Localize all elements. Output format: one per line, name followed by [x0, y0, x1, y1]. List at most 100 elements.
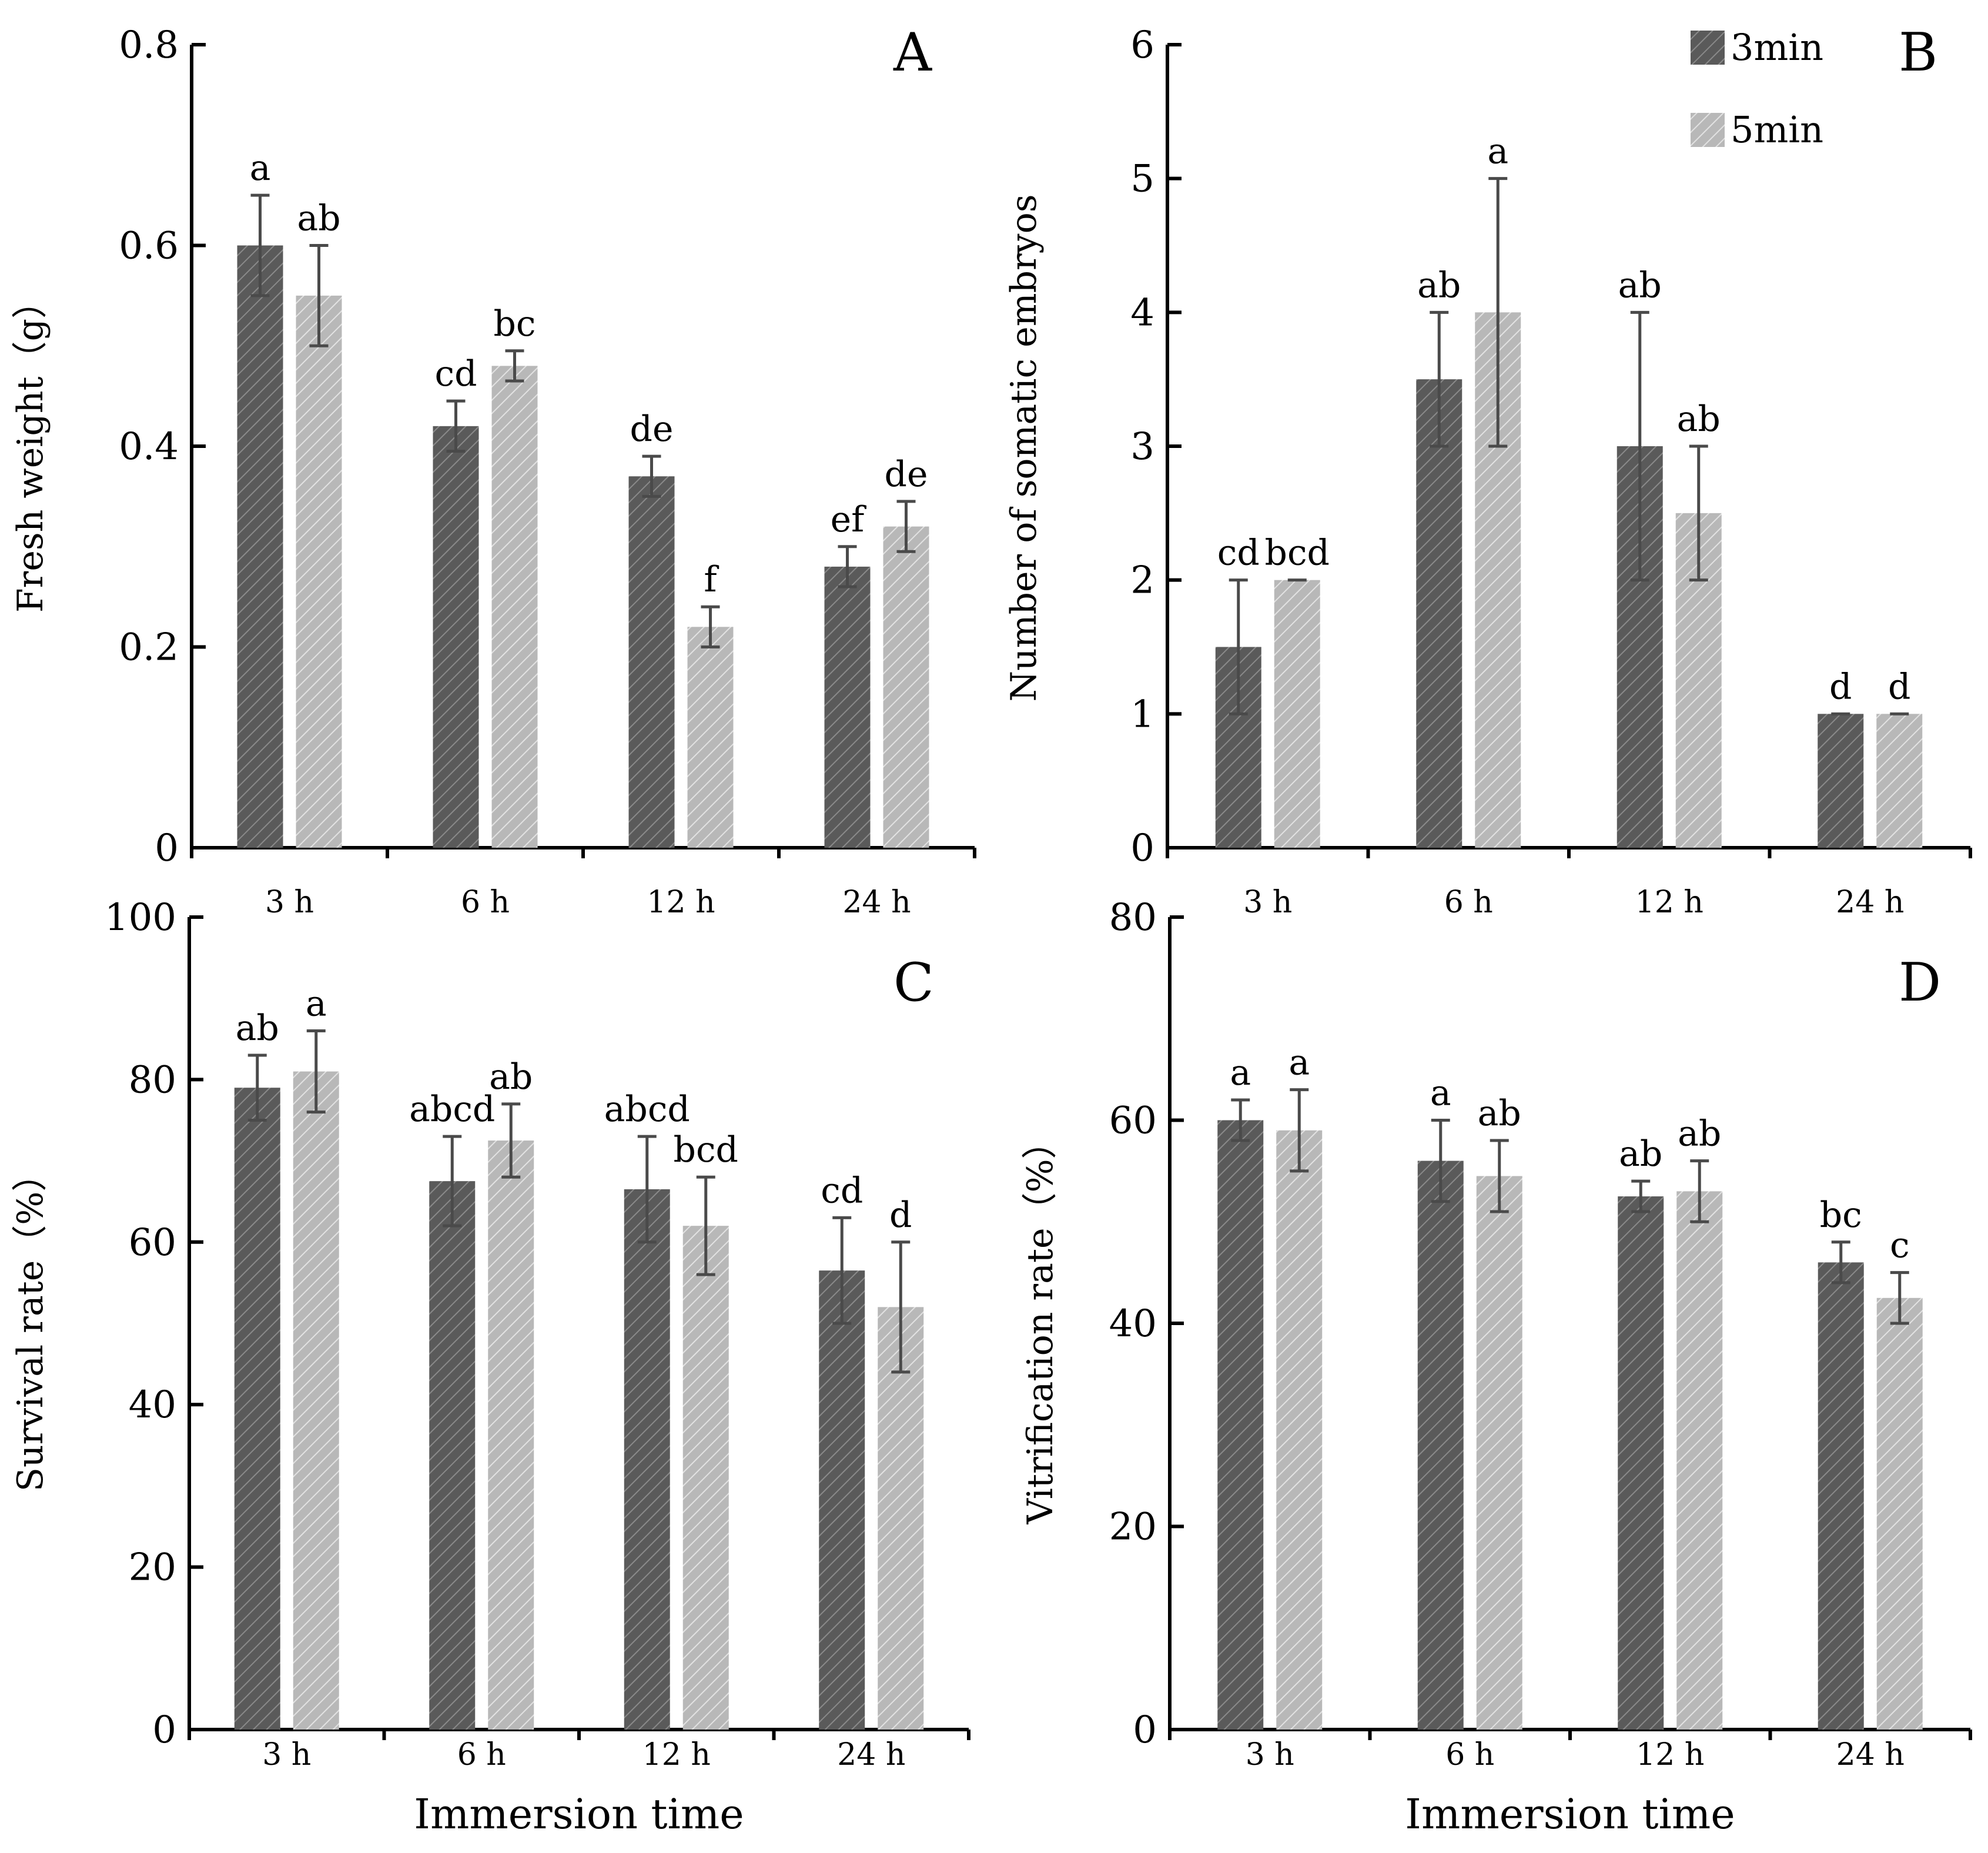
y-tick-label: 80 [1109, 896, 1157, 939]
x-tick-label: 24 h [842, 885, 911, 920]
bar-5min-1 [1274, 580, 1320, 848]
significance-letter: bc [493, 303, 536, 344]
significance-letter: d [889, 1195, 912, 1236]
bar-3min-2 [429, 1181, 476, 1730]
y-axis-label: Number of somatic embryos [1003, 195, 1045, 702]
significance-letter: a [1487, 131, 1508, 172]
significance-letter: ab [1618, 265, 1662, 306]
x-tick-label: 6 h [1444, 885, 1493, 920]
significance-letter: d [1888, 666, 1910, 707]
y-tick-label: 0.4 [119, 425, 179, 469]
bar-5min-1 [293, 1071, 339, 1730]
significance-letter: ab [1417, 265, 1461, 306]
bar-5min-4 [878, 1307, 924, 1730]
significance-letter: bcd [1265, 533, 1330, 574]
bar-5min-2 [488, 1140, 534, 1730]
significance-letter: de [630, 409, 674, 450]
significance-letter: cd [1217, 533, 1260, 574]
y-tick-label: 0.2 [119, 626, 179, 670]
bar-5min-4 [1876, 714, 1923, 848]
bar-5min-4 [1876, 1297, 1923, 1730]
y-tick-label: 60 [1109, 1099, 1157, 1143]
panel-b: 0 1 2 3 4 5 6 3 h 6 h 12 h 24 h cd ab ab d bcd a ab d B Numb… [1003, 22, 1972, 920]
x-tick-label: 3 h [265, 885, 314, 920]
x-tick-label: 6 h [457, 1737, 506, 1772]
y-tick-label: 20 [129, 1546, 176, 1590]
significance-letter: a [1288, 1042, 1310, 1083]
significance-letter: ab [1478, 1093, 1521, 1134]
legend-swatch-5min [1691, 113, 1725, 147]
y-axis-label: Survival rate（%） [10, 1156, 51, 1492]
x-tick-label: 3 h [1246, 1737, 1294, 1772]
significance-letter: cd [434, 353, 477, 394]
x-axis-label: Immersion time [1405, 1790, 1735, 1838]
x-tick-label: 3 h [1243, 885, 1292, 920]
y-tick-label: 1 [1130, 693, 1154, 736]
x-tick-label: 24 h [1836, 885, 1904, 920]
significance-letter: abcd [409, 1089, 495, 1130]
y-tick-label: 6 [1130, 24, 1154, 67]
y-tick-label: 60 [129, 1221, 176, 1265]
y-tick-label: 40 [1109, 1302, 1157, 1346]
x-tick-label: 12 h [1635, 885, 1703, 920]
significance-letter: c [1890, 1225, 1910, 1266]
x-axis-label: Immersion time [414, 1790, 744, 1838]
bar-3min-1 [237, 245, 283, 848]
bar-3min-4 [1818, 714, 1864, 848]
bar-5min-3 [1676, 1191, 1723, 1730]
significance-letter: a [1230, 1052, 1251, 1093]
x-tick-label: 12 h [647, 885, 715, 920]
bar-5min-3 [682, 1226, 729, 1730]
y-tick-label: 4 [1130, 291, 1154, 335]
significance-letter: a [306, 983, 327, 1024]
significance-letter: cd [821, 1170, 863, 1211]
bar-3min-3 [1618, 1196, 1664, 1730]
significance-letter: de [885, 454, 928, 495]
bar-3min-4 [1818, 1262, 1864, 1730]
significance-letter: bc [1820, 1195, 1862, 1236]
panel-letter: B [1899, 22, 1937, 83]
y-tick-label: 0 [155, 827, 179, 870]
x-tick-label: 6 h [461, 885, 510, 920]
x-tick-label: 24 h [1836, 1737, 1905, 1772]
y-axis-label: Fresh weight（g） [10, 283, 51, 613]
y-tick-label: 0 [1133, 1708, 1157, 1752]
bar-3min-2 [1417, 1160, 1464, 1730]
y-axis-label: Vitrification rate（%） [1020, 1123, 1061, 1524]
significance-letter: ab [297, 198, 340, 239]
panel-letter: A [893, 22, 932, 83]
y-tick-label: 3 [1130, 425, 1154, 469]
x-tick-label: 12 h [1636, 1737, 1704, 1772]
bar-5min-1 [1276, 1130, 1323, 1730]
y-tick-label: 100 [105, 896, 176, 939]
bar-3min-4 [819, 1270, 865, 1730]
bar-3min-3 [628, 476, 675, 848]
bar-3min-1 [1217, 1120, 1264, 1730]
significance-letter: bcd [674, 1129, 738, 1170]
y-tick-label: 0.8 [119, 24, 179, 67]
significance-letter: a [250, 148, 271, 189]
x-tick-label: 3 h [262, 1737, 311, 1772]
bar-5min-2 [491, 366, 538, 848]
significance-letter: ab [1619, 1133, 1662, 1175]
significance-letter: a [1430, 1073, 1451, 1114]
y-tick-label: 40 [129, 1383, 176, 1427]
bar-3min-2 [1416, 379, 1462, 848]
legend: 3min 5min [1691, 26, 1823, 151]
legend-swatch-3min [1691, 31, 1725, 65]
y-tick-label: 20 [1109, 1506, 1157, 1549]
bar-3min-1 [234, 1088, 280, 1730]
y-tick-label: 0 [1130, 827, 1154, 870]
significance-letter: ab [1678, 1113, 1721, 1155]
significance-letter: d [1829, 666, 1852, 707]
significance-letter: ef [831, 499, 867, 540]
bar-5min-4 [883, 526, 929, 848]
y-tick-label: 5 [1130, 158, 1154, 201]
legend-label-5min: 5min [1731, 108, 1823, 151]
bar-5min-1 [296, 295, 342, 848]
significance-letter: f [704, 559, 719, 600]
